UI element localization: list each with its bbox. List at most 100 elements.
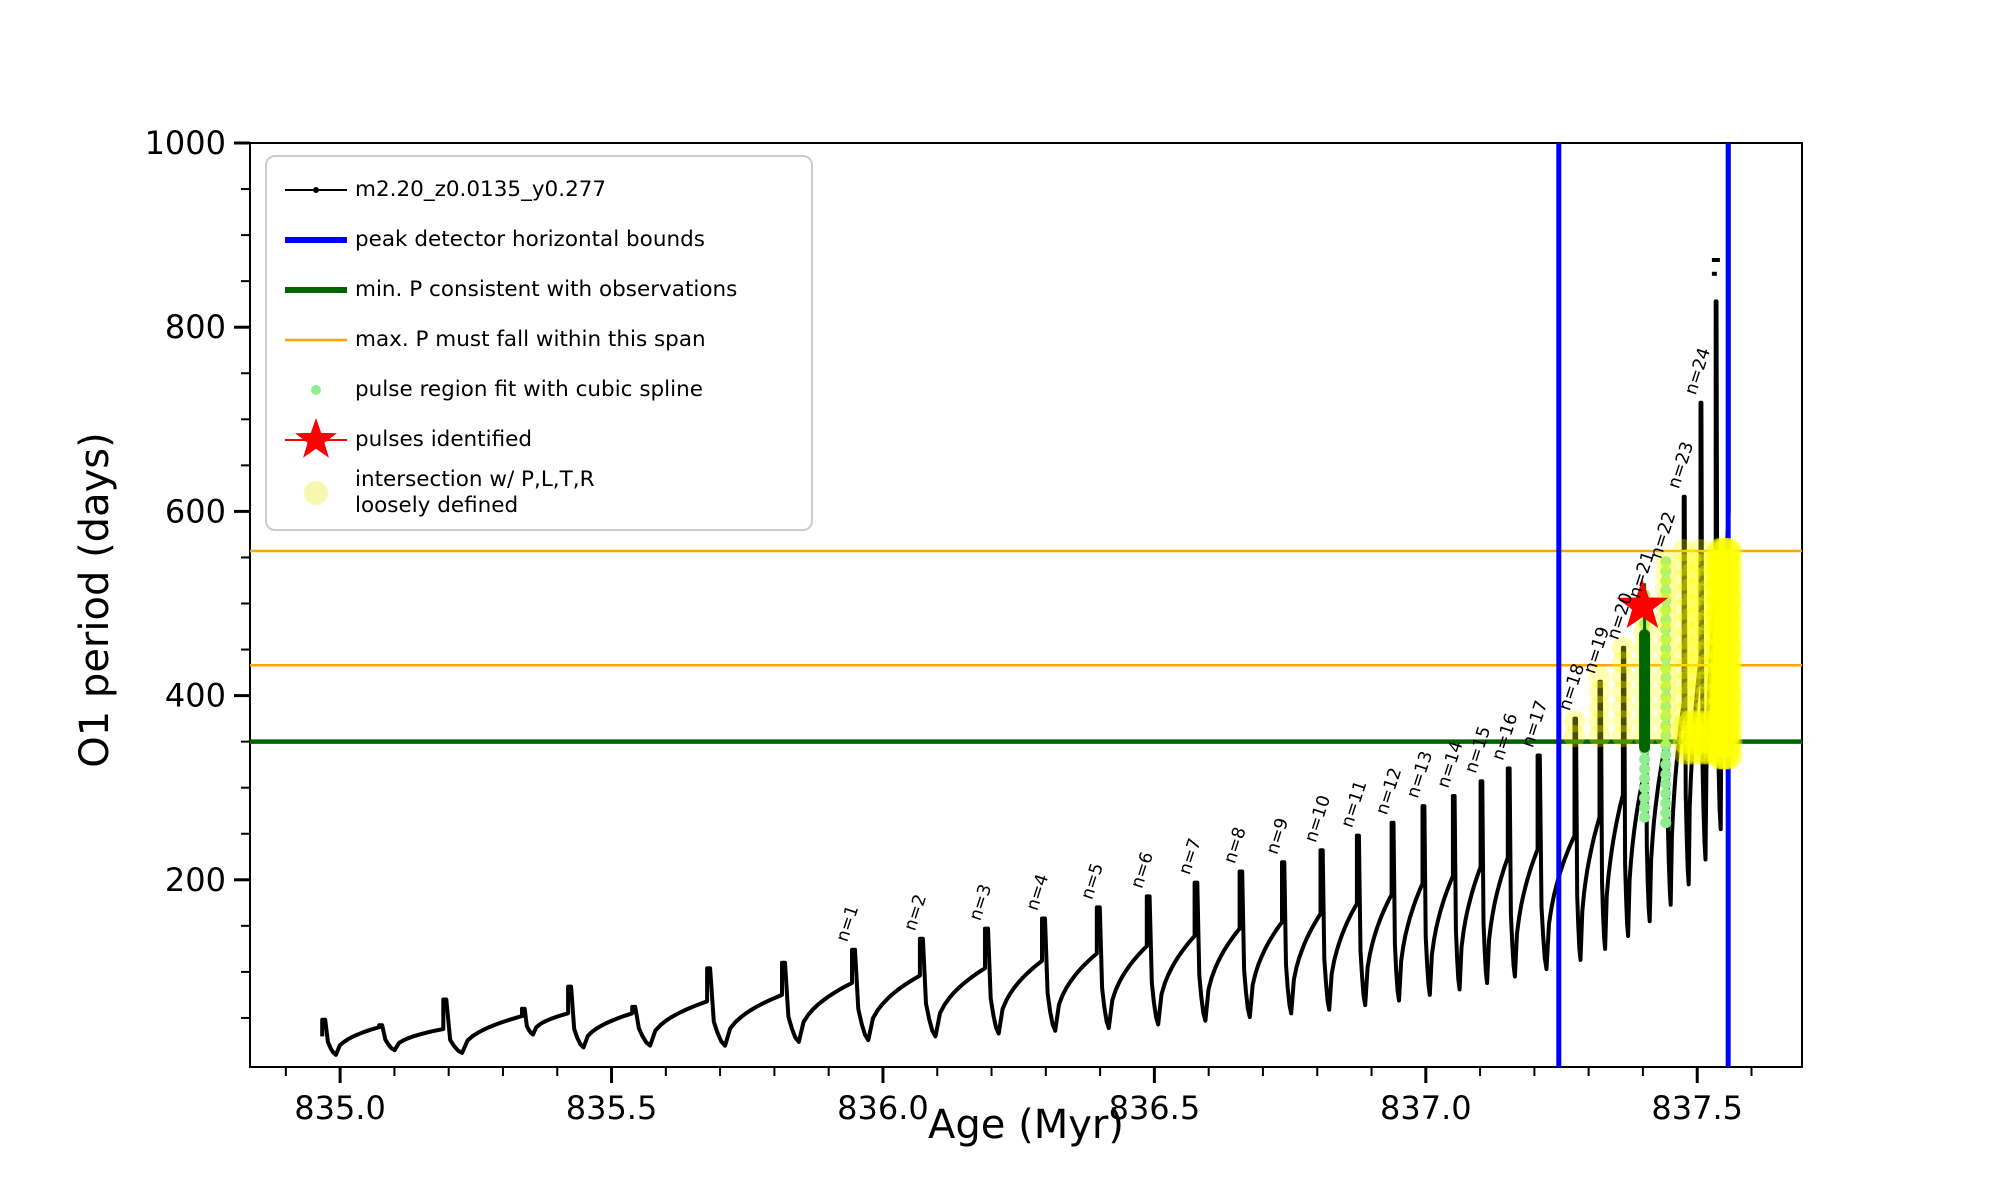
legend-item-label: intersection w/ P,L,T,R loosely defined: [355, 467, 595, 519]
spline-fit-dot: [1660, 556, 1672, 568]
bound-line-marker-icon: [277, 217, 355, 263]
y-axis-title: O1 period (days): [72, 432, 118, 768]
intersection-dot: [1679, 651, 1702, 674]
x-tick-label: 837.5: [1651, 1089, 1743, 1127]
intersection-dot: [1679, 548, 1702, 571]
intersection-dot: [1704, 712, 1727, 735]
intersection-dot: [1697, 730, 1722, 755]
intersection-dot: [1689, 583, 1712, 606]
intersection-dot: [1654, 563, 1677, 586]
spline-fit-dot: [1639, 792, 1651, 804]
intersection-dot: [1654, 548, 1677, 571]
intersection-dot: [1706, 729, 1735, 758]
intersection-dot: [1679, 592, 1702, 615]
intersection-dot: [1679, 739, 1702, 762]
spline-fit-dot: [1660, 623, 1672, 635]
intersection-dot: [1654, 621, 1677, 644]
spline-fit-dot: [1660, 585, 1672, 597]
intersection-dot: [1654, 725, 1677, 748]
intersection-dot: [1679, 710, 1702, 733]
intersection-dot: [1683, 720, 1708, 745]
intersection-dot: [1712, 609, 1741, 638]
intersection-dot: [1706, 573, 1735, 602]
intersection-dot: [1712, 681, 1741, 710]
intersection-dot: [1708, 693, 1737, 722]
intersection-dot: [1714, 645, 1743, 674]
intersection-dot: [1672, 627, 1695, 650]
spline-fit-dot: [1660, 720, 1672, 732]
pulse-number-label: n=4: [1023, 872, 1053, 913]
intersection-dot: [1689, 598, 1712, 621]
intersection-dot: [1710, 609, 1739, 638]
intersection-dot: [1672, 568, 1695, 591]
intersection-dot: [1695, 623, 1718, 646]
intersection-dot: [1588, 725, 1611, 748]
spline-fit-dot: [1660, 739, 1672, 751]
intersection-dot: [1710, 693, 1739, 722]
intersection-dot: [1695, 579, 1718, 602]
intersection-dot: [1708, 741, 1737, 770]
intersection-dot: [1714, 585, 1743, 614]
intersection-dot: [1706, 645, 1735, 674]
intersection-dot: [1712, 633, 1741, 662]
intersection-dot: [1706, 609, 1735, 638]
intersection-dot: [1712, 693, 1741, 722]
intersection-dot: [1695, 609, 1718, 632]
intersection-dot: [1704, 638, 1727, 661]
intersection-dot: [1672, 583, 1695, 606]
intersection-dot: [1678, 730, 1703, 755]
legend-item: pulse region fit with cubic spline: [277, 367, 797, 413]
intersection-dot: [1710, 669, 1739, 698]
intersection-dot: [1563, 710, 1586, 733]
intersection-dot: [1695, 594, 1718, 617]
intersection-dot: [1695, 653, 1718, 676]
legend-item-label: min. P consistent with observations: [355, 276, 738, 302]
intersection-dot: [1714, 741, 1743, 770]
spline-fit-dot: [1660, 730, 1672, 742]
intersection-dot: [1714, 729, 1743, 758]
y-tick-label: 400: [165, 677, 226, 715]
intersection-dot: [1708, 633, 1737, 662]
x-tick-label: 837.0: [1380, 1089, 1472, 1127]
intersection-dot: [1712, 729, 1741, 758]
series-marker-icon: [277, 167, 355, 213]
intersection-dot: [1679, 607, 1702, 630]
intersection-dot: [1708, 681, 1737, 710]
intersection-dot: [1679, 621, 1702, 644]
intersection-dot: [1714, 561, 1743, 590]
legend-item-label: m2.20_z0.0135_y0.277: [355, 176, 607, 202]
pulse-number-label: n=8: [1220, 825, 1250, 866]
intersection-dot: [1687, 740, 1712, 765]
intersection-dot: [1689, 686, 1712, 709]
intersection-dot: [1672, 656, 1695, 679]
intersection-dot: [1673, 730, 1698, 755]
pulse-number-label: n=23: [1664, 439, 1698, 491]
intersection-dot: [1714, 597, 1743, 626]
intersection-dot: [1704, 682, 1727, 705]
plot-border: [249, 142, 1803, 1068]
intersection-dot: [1704, 741, 1727, 764]
intersection-dot: [1710, 585, 1739, 614]
bound-line-marker-icon: [277, 267, 355, 313]
intersection-dot: [1704, 594, 1727, 617]
x-tick-label: 835.0: [294, 1089, 386, 1127]
intersection-dot: [1673, 710, 1698, 735]
intersection-dot: [1695, 726, 1718, 749]
series-dot-sample: [313, 187, 319, 193]
y-tick-label: 1000: [145, 124, 226, 162]
legend-item-label: pulses identified: [355, 426, 533, 452]
spline-fit-dot: [1639, 782, 1651, 794]
intersection-dot: [1710, 561, 1739, 590]
intersection-dot: [1689, 553, 1712, 576]
spline-fit-dot: [1639, 763, 1651, 775]
intersection-dot: [1588, 666, 1611, 689]
spline-fit-dot: [1660, 797, 1672, 809]
intersection-dot: [1712, 657, 1741, 686]
intersection-dot: [1695, 682, 1718, 705]
intersection-dot: [1712, 585, 1741, 614]
intersection-dot: [1708, 585, 1737, 614]
pulse-number-label: n=2: [901, 892, 931, 933]
intersection-dot: [1689, 701, 1712, 724]
pulse-number-label: n=12: [1372, 765, 1406, 817]
